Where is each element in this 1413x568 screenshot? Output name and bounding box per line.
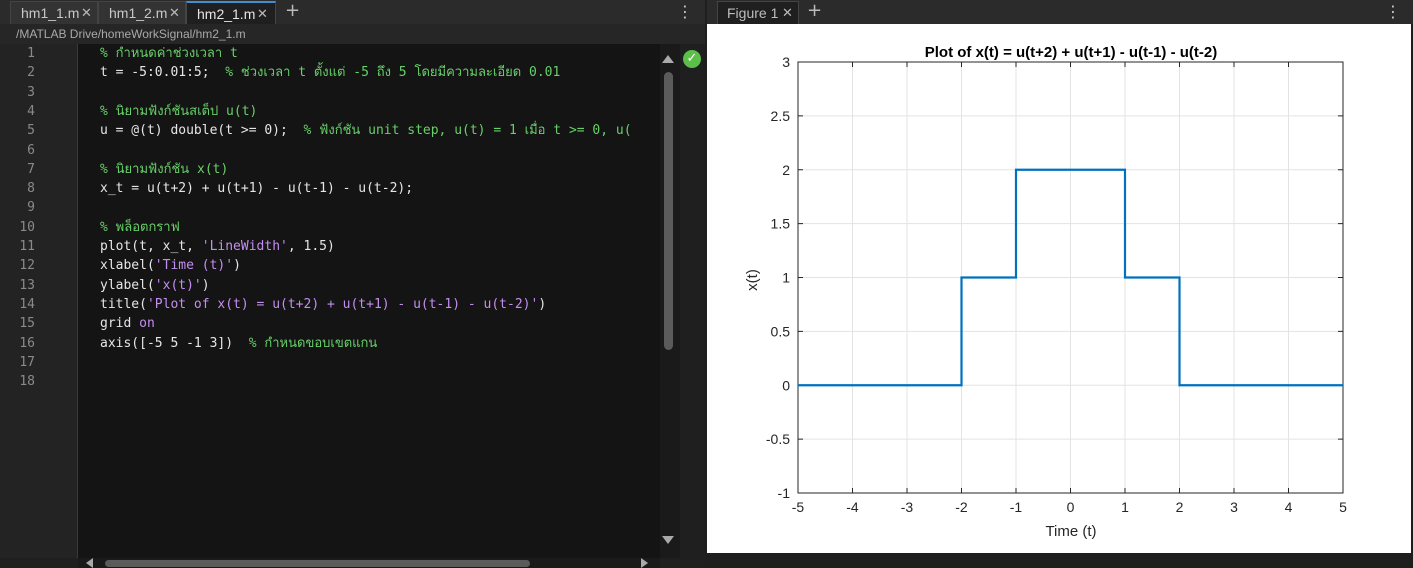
x-tick-label: -3 xyxy=(901,499,914,515)
x-axis-label: Time (t) xyxy=(1045,523,1096,540)
line-number: 15 xyxy=(19,316,35,332)
code-line: x_t = u(t+2) + u(t+1) - u(t-1) - u(t-2); xyxy=(100,181,414,197)
y-tick-label: 0.5 xyxy=(771,323,791,339)
code-line: axis([-5 5 -1 3]) % กำหนดขอบเขตแกน xyxy=(100,335,378,351)
x-tick-label: -2 xyxy=(955,499,968,515)
line-number: 14 xyxy=(19,296,35,312)
code-line: % นิยามฟังก์ชัน x(t) xyxy=(100,161,229,177)
y-tick-label: 2.5 xyxy=(771,108,791,124)
tab-label: hm2_1.m xyxy=(197,6,256,22)
code-line: title('Plot of x(t) = u(t+2) + u(t+1) - … xyxy=(100,296,547,312)
line-number: 13 xyxy=(19,277,35,293)
y-tick-label: 1.5 xyxy=(771,216,791,232)
chart-title: Plot of x(t) = u(t+2) + u(t+1) - u(t-1) … xyxy=(925,44,1217,61)
x-tick-label: 1 xyxy=(1121,499,1129,515)
series-line xyxy=(798,168,1343,387)
add-tab-icon[interactable]: + xyxy=(807,0,823,21)
y-tick-label: 0 xyxy=(782,377,790,393)
tab-figure-1[interactable]: Figure 1 ✕ xyxy=(717,1,799,24)
check-circle-icon: ✓ xyxy=(683,50,701,68)
horizontal-scroll-thumb[interactable] xyxy=(105,560,530,567)
tab-hm1-1[interactable]: hm1_1.m ✕ xyxy=(10,1,98,24)
line-number: 1 xyxy=(27,46,35,61)
scroll-down-icon[interactable] xyxy=(662,536,674,544)
close-icon[interactable]: ✕ xyxy=(257,6,268,21)
code-line: xlabel('Time (t)') xyxy=(100,258,241,274)
y-tick-label: 2 xyxy=(782,162,790,178)
x-tick-label: 2 xyxy=(1176,499,1184,515)
x-tick-label: -5 xyxy=(792,499,805,515)
scroll-right-icon[interactable] xyxy=(641,558,648,568)
editor-panel: hm1_1.m ✕ hm1_2.m ✕ hm2_1.m ✕ + ⋮ /MATLA… xyxy=(0,0,705,568)
vertical-scroll-thumb[interactable] xyxy=(664,72,673,350)
x-tick-label: 4 xyxy=(1285,499,1293,515)
line-number: 4 xyxy=(27,103,35,119)
tab-label: Figure 1 xyxy=(727,5,779,21)
close-icon[interactable]: ✕ xyxy=(782,5,793,20)
figure-panel: Figure 1 ✕ + ⋮ -5 -4 -3 -2 -1 0 1 2 3 4 5 -1 -0.5 0 0.… xyxy=(707,0,1413,568)
code-line: ylabel('x(t)') xyxy=(100,277,210,293)
x-tick-label: -1 xyxy=(1010,499,1023,515)
x-tick-label: 3 xyxy=(1230,499,1238,515)
figure-tab-bar: Figure 1 ✕ + ⋮ xyxy=(707,0,1413,24)
close-icon[interactable]: ✕ xyxy=(169,5,180,20)
line-number: 12 xyxy=(19,258,35,274)
scroll-left-icon[interactable] xyxy=(86,558,93,568)
code-line: % กำหนดค่าช่วงเวลา t xyxy=(100,46,238,61)
code-line: grid on xyxy=(100,316,155,332)
add-tab-icon[interactable]: + xyxy=(285,0,301,21)
tab-hm1-2[interactable]: hm1_2.m ✕ xyxy=(98,1,186,24)
y-tick-label: -1 xyxy=(778,485,791,501)
line-number: 8 xyxy=(27,181,35,197)
tab-hm2-1[interactable]: hm2_1.m ✕ xyxy=(186,1,276,24)
more-options-icon[interactable]: ⋮ xyxy=(677,2,693,21)
code-line: % พล็อตกราฟ xyxy=(100,219,180,235)
line-number: 3 xyxy=(27,84,35,100)
line-number: 11 xyxy=(19,239,35,254)
line-number: 18 xyxy=(19,374,35,390)
x-tick-label: 0 xyxy=(1067,499,1075,515)
line-number: 5 xyxy=(27,123,35,139)
close-icon[interactable]: ✕ xyxy=(81,5,92,20)
code-line: % นิยามฟังก์ชันสเต็ป u(t) xyxy=(100,103,258,119)
y-tick-label: -0.5 xyxy=(766,431,790,447)
line-number: 17 xyxy=(19,354,35,370)
editor-tab-bar: hm1_1.m ✕ hm1_2.m ✕ hm2_1.m ✕ + ⋮ xyxy=(0,0,705,24)
code-area[interactable]: % กำหนดค่าช่วงเวลา t t = -5:0.01:5; % ช่ว… xyxy=(78,44,660,558)
y-axis-label: x(t) xyxy=(744,269,761,291)
tab-label: hm1_2.m xyxy=(109,5,168,21)
y-tick-label: 1 xyxy=(782,270,790,286)
line-number: 10 xyxy=(19,219,35,235)
file-path: /MATLAB Drive/homeWorkSignal/hm2_1.m xyxy=(0,24,705,44)
line-number: 2 xyxy=(27,65,35,81)
tab-label: hm1_1.m xyxy=(21,5,80,21)
more-options-icon[interactable]: ⋮ xyxy=(1385,2,1401,21)
scroll-up-icon[interactable] xyxy=(662,55,674,63)
x-tick-label: -4 xyxy=(846,499,859,515)
line-number: 6 xyxy=(27,142,35,158)
code-line: t = -5:0.01:5; % ช่วงเวลา t ตั้งแต่ -5 ถ… xyxy=(100,65,561,81)
code-line: u = @(t) double(t >= 0); % ฟังก์ชัน unit… xyxy=(100,123,632,139)
line-number: 7 xyxy=(27,161,35,177)
code-line: plot(t, x_t, 'LineWidth', 1.5) xyxy=(100,239,335,254)
line-number-gutter: 1 2 3 4 5 6 7 8 9 10 11 12 13 14 15 16 17 18 xyxy=(0,44,78,558)
line-number: 9 xyxy=(27,200,35,216)
x-tick-label: 5 xyxy=(1339,499,1347,515)
line-number: 16 xyxy=(19,335,35,351)
plot-canvas: -5 -4 -3 -2 -1 0 1 2 3 4 5 -1 -0.5 0 0.5 1 1.5 2 2.5 3 Plot … xyxy=(707,24,1411,553)
chart: -5 -4 -3 -2 -1 0 1 2 3 4 5 -1 -0.5 0 0.5 1 1.5 2 2.5 3 Plot … xyxy=(744,44,1347,540)
y-tick-label: 3 xyxy=(782,54,790,70)
